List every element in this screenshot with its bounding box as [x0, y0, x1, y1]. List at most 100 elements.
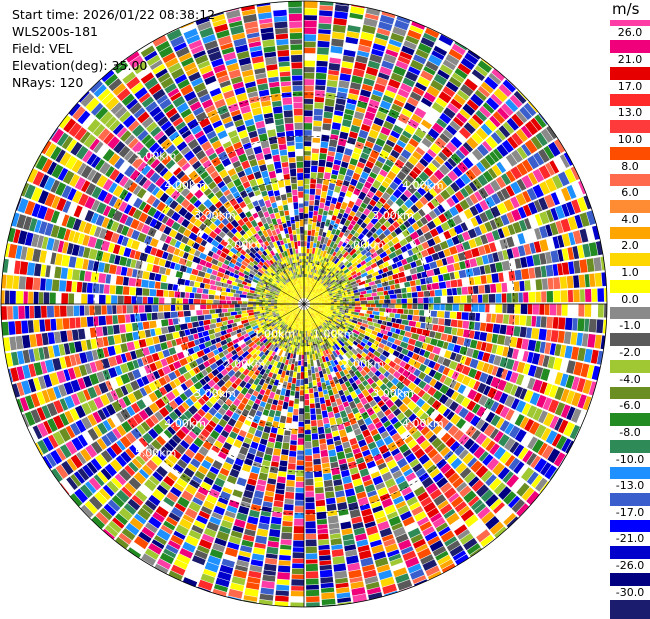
ppi-gate — [294, 404, 299, 409]
ppi-gate — [462, 287, 468, 295]
ppi-gate — [402, 293, 407, 298]
ppi-gate — [312, 440, 319, 447]
ppi-gate — [439, 282, 446, 289]
ppi-gate — [374, 308, 379, 312]
ppi-gate — [304, 99, 313, 104]
ppi-gate — [277, 579, 290, 585]
ppi-gate — [447, 289, 452, 296]
ppi-gate — [279, 560, 291, 566]
ppi-gate — [283, 515, 293, 521]
ppi-gate — [404, 309, 409, 314]
ppi-gate — [297, 455, 304, 460]
ppi-gate — [318, 529, 329, 534]
ppi-gate — [309, 388, 313, 393]
ppi-gate — [317, 519, 327, 525]
ppi-gate — [304, 151, 311, 156]
ppi-gate — [310, 195, 315, 200]
ppi-gate — [316, 73, 327, 80]
ppi-gate — [277, 476, 286, 483]
ppi-gate — [306, 590, 319, 596]
ppi-gate — [273, 448, 281, 456]
ppi-gate — [289, 451, 296, 457]
ppi-gate — [391, 299, 396, 303]
ppi-gate — [323, 473, 332, 480]
ppi-gate — [280, 549, 292, 555]
ppi-gate — [462, 321, 469, 329]
ppi-gate — [513, 326, 520, 336]
ppi-gate — [327, 504, 337, 511]
ppi-gate — [298, 361, 301, 366]
ppi-gate — [318, 545, 329, 550]
ppi-gate — [457, 288, 462, 295]
ppi-gate — [416, 322, 421, 328]
ppi-gate — [324, 480, 333, 487]
ppi-gate — [306, 502, 315, 509]
ppi-gate — [331, 302, 334, 303]
ppi-gate — [434, 297, 441, 303]
ppi-gate — [423, 298, 429, 304]
ppi-gate — [304, 8, 317, 15]
ppi-gate — [481, 275, 487, 284]
ppi-gate — [285, 492, 294, 499]
ppi-gate — [495, 304, 502, 313]
ppi-gate — [275, 442, 283, 449]
ppi-gate — [447, 296, 453, 303]
ppi-gate — [395, 284, 400, 289]
ppi-gate — [595, 273, 602, 287]
ppi-gate — [310, 179, 316, 184]
ppi-gate — [321, 135, 329, 142]
ppi-gate — [548, 278, 554, 290]
ppi-gate — [301, 360, 304, 366]
ppi-gate — [289, 457, 297, 464]
ppi-gate — [306, 268, 308, 271]
ppi-gate — [496, 283, 502, 292]
ppi-gate — [396, 299, 401, 303]
ppi-gate — [306, 534, 317, 540]
ppi-gate — [473, 286, 479, 294]
ppi-gate — [490, 304, 495, 313]
ppi-gate — [293, 547, 304, 552]
ppi-gate — [287, 475, 295, 481]
ppi-gate — [314, 465, 322, 472]
ppi-gate — [306, 602, 320, 607]
ppi-gate — [274, 501, 284, 508]
ppi-gate — [275, 596, 289, 602]
ppi-gate — [312, 153, 319, 160]
ppi-gate — [306, 343, 308, 346]
ppi-gate — [308, 218, 312, 224]
ppi-gate — [304, 156, 311, 160]
ppi-gate — [424, 291, 430, 297]
ppi-gate — [291, 597, 304, 603]
ppi-gate — [531, 316, 536, 327]
ppi-gate — [366, 304, 371, 307]
ppi-gate — [407, 304, 412, 309]
ppi-gate — [318, 539, 329, 545]
ppi-gate — [296, 482, 304, 488]
ppi-gate — [290, 440, 297, 445]
ppi-gate — [558, 317, 565, 329]
ppi-gate — [309, 205, 314, 211]
ppi-gate — [277, 428, 284, 435]
ppi-gate — [469, 313, 476, 321]
ppi-gate — [304, 343, 306, 346]
ppi-gate — [391, 318, 396, 323]
ppi-gate — [296, 470, 304, 476]
ppi-gate — [545, 304, 550, 315]
ppi-gate — [305, 442, 312, 449]
ppi-gate — [304, 141, 311, 146]
ppi-gate — [279, 555, 291, 561]
ppi-gate — [585, 289, 591, 302]
ppi-gate — [304, 41, 316, 47]
ppi-gate — [308, 224, 312, 230]
ppi-gate — [489, 294, 496, 303]
ppi-gate — [283, 435, 290, 442]
ppi-gate — [547, 291, 554, 302]
ppi-gate — [281, 539, 292, 545]
ppi-gate — [304, 355, 307, 362]
ppi-gate — [307, 249, 310, 254]
ppi-gate — [328, 449, 336, 456]
ppi-gate — [562, 304, 568, 316]
ppi-gate — [310, 404, 315, 409]
ppi-gate — [376, 304, 382, 308]
ppi-gate — [304, 230, 307, 235]
